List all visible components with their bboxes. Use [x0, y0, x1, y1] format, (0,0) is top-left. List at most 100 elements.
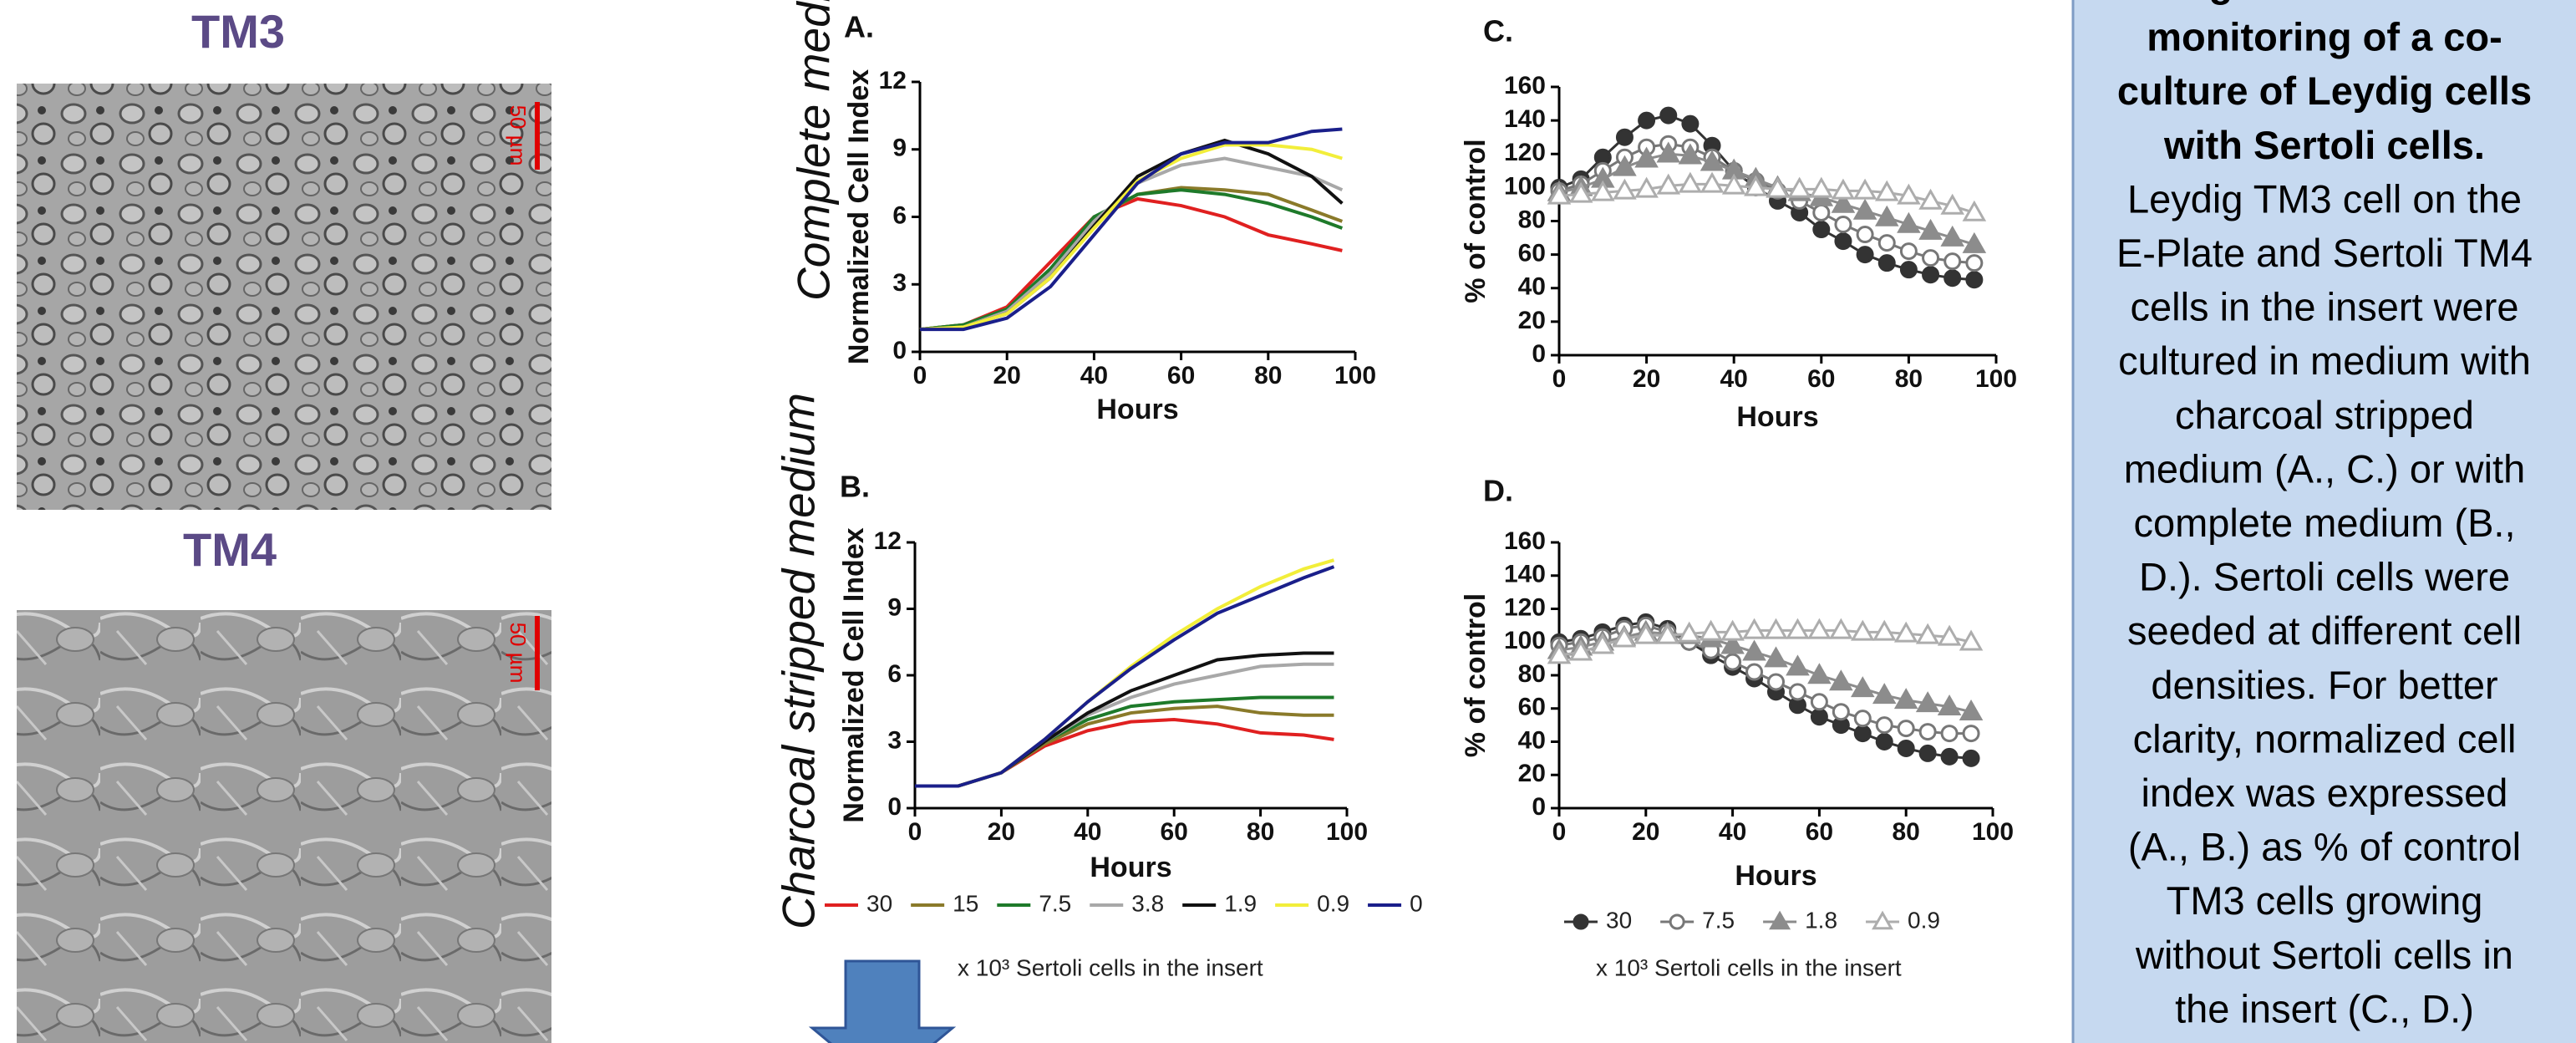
legend-label: 1.8: [1805, 907, 1837, 933]
legend-label: 3.8: [1131, 890, 1164, 916]
marker: [1922, 266, 1940, 284]
marker: [1613, 155, 1637, 176]
image-label: TM3: [191, 5, 285, 58]
marker: [1742, 618, 1766, 639]
x-tick-label: 40: [1720, 365, 1748, 393]
marker: [1809, 176, 1834, 198]
y-tick-label: 0: [1532, 793, 1546, 821]
y-tick-label: 100: [1504, 172, 1546, 200]
marker: [1615, 128, 1633, 146]
marker: [1744, 175, 1768, 196]
marker: [1962, 231, 1987, 253]
marker: [1897, 183, 1921, 205]
marker: [1834, 216, 1852, 234]
y-tick-label: 6: [892, 201, 907, 229]
micrograph: [17, 610, 551, 1043]
legend-label: 0.9: [1908, 907, 1940, 933]
x-tick-label: 100: [1326, 818, 1368, 846]
series-line: [919, 186, 1344, 332]
y-tick-label: 160: [1504, 527, 1546, 555]
caption-text: cultured in medium with: [2118, 338, 2531, 383]
y-tick-label: 40: [1518, 726, 1546, 754]
caption-text: cells in the insert were: [2131, 285, 2519, 329]
caption-text: seeded at different cell: [2127, 608, 2522, 653]
marker: [1874, 180, 1899, 201]
x-axis-label: Hours: [1735, 860, 1816, 892]
panel-label: C.: [1483, 14, 1513, 48]
y-tick-label: 80: [1518, 206, 1546, 233]
marker: [1812, 203, 1831, 221]
scale-bar-label: 50 µm: [506, 623, 531, 684]
caption-text: index was expressed: [2142, 771, 2508, 815]
marker: [1788, 683, 1806, 701]
marker: [1940, 725, 1959, 743]
marker: [1852, 178, 1877, 200]
marker: [1678, 171, 1703, 193]
legend-label: 30: [866, 890, 892, 916]
legend-marker: [1769, 910, 1791, 930]
marker: [1721, 173, 1746, 195]
x-tick-label: 80: [1254, 362, 1282, 389]
marker: [1700, 150, 1725, 171]
marker: [1656, 173, 1681, 195]
x-tick-label: 60: [1161, 818, 1188, 846]
y-tick-label: 0: [892, 337, 907, 364]
x-tick-label: 100: [1334, 362, 1376, 389]
image-label: TM4: [183, 523, 277, 576]
y-tick-label: 140: [1504, 561, 1546, 588]
caption-text: without Sertoli cells in: [2135, 933, 2513, 977]
y-tick-label: 20: [1518, 760, 1546, 787]
y-tick-label: 0: [887, 793, 902, 821]
marker: [1659, 106, 1678, 125]
marker: [1724, 653, 1742, 671]
caption-text: Leydig TM3 cell on the: [2127, 176, 2522, 221]
marker: [1853, 725, 1872, 743]
caption-text: clarity, normalized cell: [2133, 716, 2517, 761]
y-tick-label: 120: [1504, 139, 1546, 166]
x-tick-label: 40: [1719, 818, 1746, 846]
marker: [1897, 720, 1915, 738]
legend-marker: [1872, 910, 1894, 930]
series-line: [919, 143, 1343, 332]
x-tick-label: 80: [1893, 818, 1920, 846]
y-axis-label: % of control: [1460, 593, 1491, 757]
x-tick-label: 40: [1074, 818, 1101, 846]
caption-text: complete medium (B.,: [2133, 501, 2515, 545]
marker: [1678, 143, 1703, 165]
marker: [1547, 643, 1572, 664]
marker: [1786, 618, 1810, 639]
marker: [1720, 619, 1745, 641]
marker: [1918, 218, 1943, 240]
caption-title: monitoring of a co-: [2147, 15, 2502, 59]
marker: [1915, 623, 1940, 644]
legend-label: 30: [1606, 907, 1632, 933]
y-axis-label: Normalized Cell Index: [843, 69, 875, 364]
panel-label: A.: [844, 10, 874, 44]
arrow: [808, 959, 957, 1043]
marker: [1742, 639, 1766, 661]
caption-text: E-Plate and Sertoli TM4: [2116, 231, 2533, 275]
x-tick-label: 20: [1632, 818, 1659, 846]
marker: [1764, 618, 1788, 639]
marker: [1807, 663, 1832, 684]
marker: [1853, 710, 1872, 728]
marker: [1922, 249, 1940, 267]
marker: [1568, 639, 1593, 661]
y-axis-label: % of control: [1460, 139, 1491, 303]
marker: [1943, 252, 1962, 271]
caption-title: culture of Leydig cells: [2117, 69, 2532, 113]
marker: [1851, 676, 1875, 698]
marker: [1856, 226, 1874, 244]
marker: [1677, 621, 1701, 643]
marker: [1872, 619, 1897, 641]
y-tick-label: 3: [892, 269, 907, 297]
x-tick-label: 60: [1167, 362, 1195, 389]
marker: [1656, 141, 1681, 163]
y-tick-label: 3: [887, 726, 902, 754]
side-label: Charcoal stripped medium: [773, 393, 825, 929]
x-tick-label: 60: [1807, 365, 1835, 393]
marker: [1831, 191, 1856, 213]
caption-text: charcoal stripped: [2175, 393, 2474, 437]
marker: [1959, 700, 1984, 720]
caption-text: medium (A., C.) or with: [2124, 446, 2526, 491]
